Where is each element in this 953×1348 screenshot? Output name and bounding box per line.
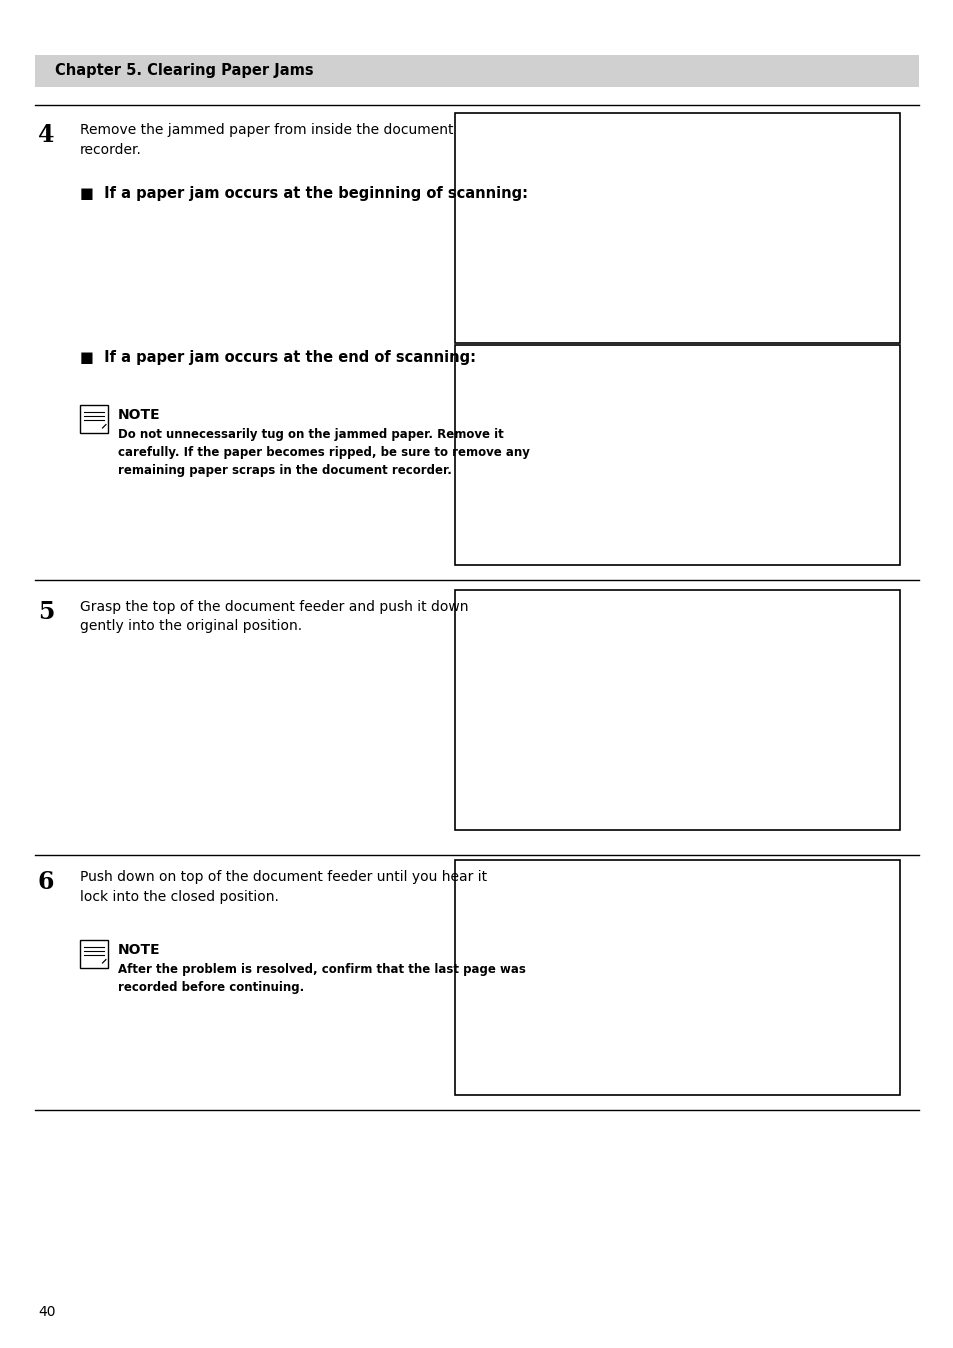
Bar [455,590,899,830]
Bar [455,345,899,565]
Bar [455,860,899,1095]
Text: 5: 5 [38,600,54,624]
Text: 4: 4 [38,123,54,147]
Text: 6: 6 [38,869,54,894]
Text: Remove the jammed paper from inside the document
recorder.: Remove the jammed paper from inside the … [80,123,453,156]
Bar [455,113,899,342]
Text: ■  If a paper jam occurs at the end of scanning:: ■ If a paper jam occurs at the end of sc… [80,350,476,365]
Bar [80,940,108,968]
Text: NOTE: NOTE [118,408,160,422]
Bar [80,404,108,433]
Bar [35,55,918,88]
Text: Chapter 5. Clearing Paper Jams: Chapter 5. Clearing Paper Jams [55,63,314,78]
Text: Push down on top of the document feeder until you hear it
lock into the closed p: Push down on top of the document feeder … [80,869,487,903]
Text: Do not unnecessarily tug on the jammed paper. Remove it
carefully. If the paper : Do not unnecessarily tug on the jammed p… [118,429,529,477]
Text: 40: 40 [38,1305,55,1318]
Text: NOTE: NOTE [118,944,160,957]
Text: After the problem is resolved, confirm that the last page was
recorded before co: After the problem is resolved, confirm t… [118,962,525,993]
Text: ■  If a paper jam occurs at the beginning of scanning:: ■ If a paper jam occurs at the beginning… [80,186,527,201]
Text: Grasp the top of the document feeder and push it down
gently into the original p: Grasp the top of the document feeder and… [80,600,468,634]
